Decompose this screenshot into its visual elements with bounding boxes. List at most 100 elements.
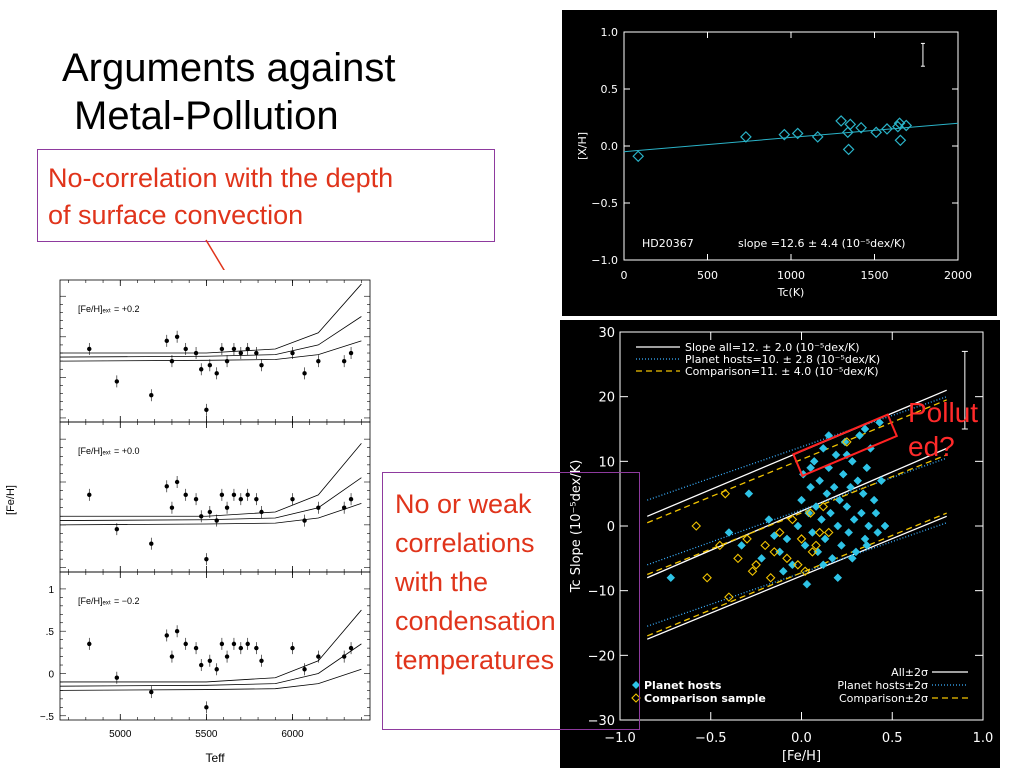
comparison-point	[800, 566, 810, 577]
data-point	[341, 358, 347, 364]
planet-host-point	[809, 456, 819, 466]
fit-line-hosts-center	[647, 457, 947, 566]
x-tick-label: 2000	[944, 269, 972, 282]
data-point	[183, 346, 188, 352]
data-point	[114, 526, 120, 532]
panel-label: [Fe/H]ₑₓₜ = +0.2	[78, 304, 139, 314]
y-tick-label: −0.5	[591, 197, 618, 210]
data-point	[259, 363, 264, 368]
fit-line-all-center	[646, 447, 947, 579]
planet-host-point	[829, 482, 839, 492]
x-tick-label: 1500	[861, 269, 889, 282]
chart-background	[0, 270, 380, 768]
y-tick-label: −10	[588, 585, 615, 600]
data-point	[199, 514, 204, 519]
planet-host-point	[817, 515, 826, 524]
data-point	[231, 492, 237, 498]
legend-label: Planet hosts	[644, 679, 722, 692]
chart-tc-slope: −1.0 −0.5 0.0 0.5 1.0 −30 −20 −10 0 10 20 30 [Fe/H] T…	[560, 320, 1000, 768]
x-tick-label: −0.5	[695, 731, 727, 746]
legend-marker-hosts	[632, 681, 640, 689]
comparison-point	[702, 572, 712, 583]
model-curve	[59, 643, 362, 687]
x-axis-label: Teff	[205, 751, 225, 765]
planet-host-point	[853, 476, 863, 486]
data-point	[114, 379, 120, 384]
x-tick-label: −1.0	[604, 731, 636, 746]
planet-host-point	[844, 528, 854, 537]
planet-host-point	[820, 534, 830, 544]
planet-host-point	[855, 431, 864, 440]
data-point	[893, 117, 906, 130]
comparison-point	[774, 527, 785, 538]
fit-line-comp-lower	[646, 512, 947, 637]
x-tick-label: 500	[697, 269, 718, 282]
x-tick-label: 5500	[195, 729, 218, 740]
data-point	[290, 496, 295, 502]
x-axis-label: [Fe/H]	[782, 749, 821, 764]
planet-host-point	[846, 482, 855, 492]
data-point	[290, 350, 295, 356]
y-tick-label: 0.5	[601, 83, 619, 96]
data-point	[841, 126, 854, 139]
planet-host-point	[778, 566, 788, 576]
legend-label: Comparison=11. ± 4.0 (10⁻⁵dex/K)	[685, 365, 879, 378]
legend-label: Planet hosts=10. ± 2.8 (10⁻⁵dex/K)	[685, 353, 880, 366]
slide-title: Arguments against Metal-Pollution	[62, 44, 396, 140]
legend-label: Slope all=12. ± 2.0 (10⁻⁵dex/K)	[685, 341, 860, 354]
planet-host-point	[862, 463, 872, 473]
data-point	[183, 492, 188, 498]
model-curve	[60, 609, 362, 683]
planet-host-point	[806, 482, 815, 492]
data-point	[164, 633, 169, 638]
data-point	[193, 496, 199, 502]
data-point	[842, 143, 855, 156]
planet-host-point	[849, 515, 859, 524]
data-point	[259, 509, 264, 515]
comparison-point	[751, 560, 761, 570]
x-tick-label: 1000	[777, 269, 805, 282]
callout-convection-line1: No-correlation with the depth	[48, 163, 394, 193]
data-point	[855, 121, 867, 134]
y-tick-label: 0	[607, 520, 615, 535]
panel-frame	[59, 571, 371, 721]
data-point	[791, 127, 804, 140]
y-tick-label: 1.0	[601, 26, 619, 39]
data-point	[224, 358, 230, 364]
comparison-point	[691, 521, 702, 531]
planet-host-point	[808, 528, 817, 537]
planet-host-point	[826, 508, 835, 518]
data-point	[199, 367, 204, 372]
x-tick-label: 0	[621, 269, 628, 282]
data-point	[204, 705, 209, 710]
comparison-point	[811, 540, 821, 551]
data-point	[207, 363, 213, 368]
y-axis-label: Tc Slope (10⁻⁵dex/K)	[569, 460, 584, 594]
callout-condensation-line: correlations	[395, 528, 535, 558]
data-point	[174, 334, 180, 339]
fit-line-hosts-lower	[647, 522, 947, 627]
y-axis-label: [Fe/H]	[5, 485, 17, 515]
comparison-point	[814, 527, 825, 538]
y-tick-label: −20	[588, 649, 615, 664]
planet-host-point	[831, 450, 841, 460]
y-tick-label: −1.0	[591, 254, 618, 267]
star-annotation: HD20367	[642, 237, 694, 250]
x-tick-label: 0.0	[791, 731, 812, 746]
comparison-point	[807, 547, 818, 557]
data-point	[245, 641, 250, 647]
data-point	[219, 492, 225, 498]
data-point	[632, 150, 645, 163]
planet-host-point	[804, 508, 814, 518]
data-point	[149, 393, 154, 398]
legend-label: All±2σ	[891, 666, 928, 679]
panel-label: [Fe/H]ₑₓₜ = −0.2	[78, 596, 139, 606]
y-tick-label: −.5	[40, 712, 55, 723]
planet-host-point	[782, 534, 792, 544]
data-point	[254, 496, 259, 502]
comparison-point	[796, 534, 807, 544]
data-point	[254, 350, 259, 356]
comparison-point	[769, 547, 780, 557]
data-point	[193, 350, 199, 356]
planet-host-point	[851, 547, 861, 557]
